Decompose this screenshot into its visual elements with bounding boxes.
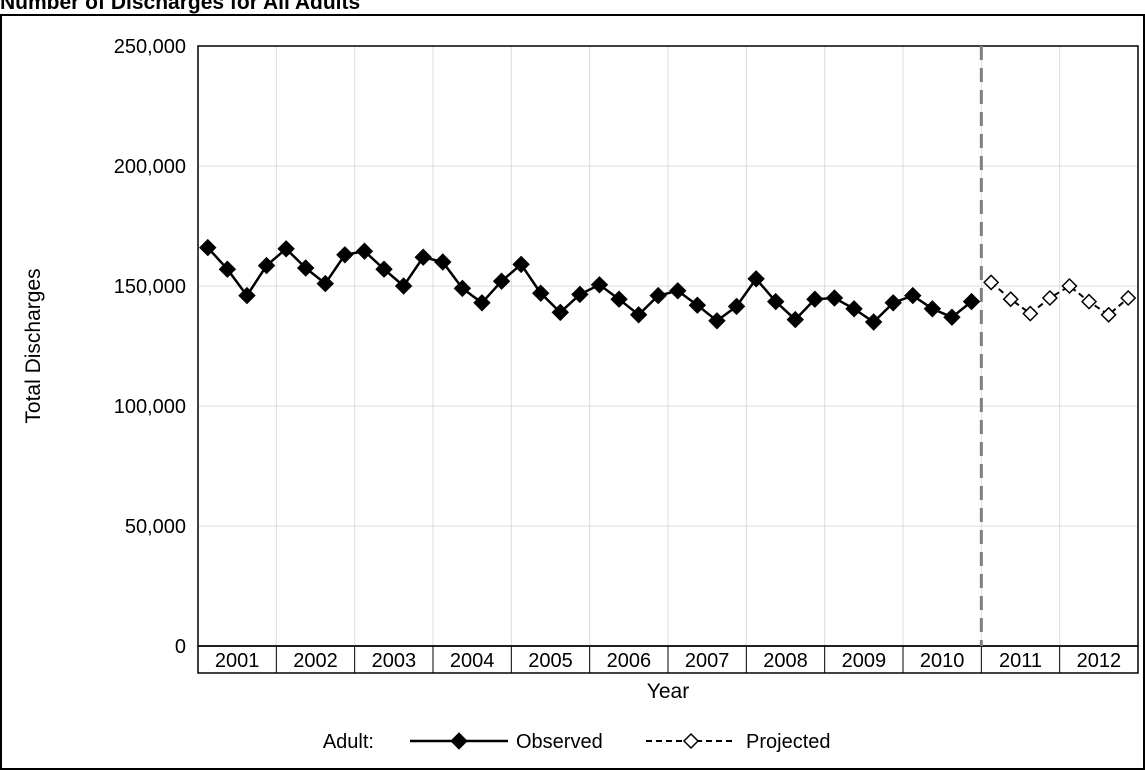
data-point-projected (1061, 277, 1078, 295)
y-tick-label: 0 (175, 636, 186, 658)
data-point-observed (884, 294, 902, 312)
data-point-observed (923, 300, 942, 318)
x-tick-label: 2011 (999, 650, 1042, 672)
x-tick-label: 2008 (763, 650, 808, 672)
legend-label-projected: Projected (746, 731, 831, 753)
data-point-observed (453, 279, 472, 298)
data-point-observed (473, 294, 491, 312)
data-point-projected (1080, 293, 1098, 310)
y-tick-label: 250,000 (114, 36, 186, 58)
data-point-observed (375, 260, 393, 278)
x-tick-label: 2001 (215, 650, 260, 672)
x-tick-label: 2002 (293, 650, 338, 672)
data-point-observed (845, 300, 863, 318)
data-point-observed (629, 306, 648, 324)
data-point-observed (904, 286, 922, 305)
data-point-observed (669, 282, 687, 300)
data-point-observed (962, 292, 981, 311)
data-point-observed (610, 290, 628, 308)
x-tick-label: 2012 (1077, 650, 1122, 672)
y-tick-label: 150,000 (114, 276, 186, 298)
data-point-observed (727, 297, 746, 316)
data-point-observed (277, 240, 295, 258)
data-point-observed (708, 312, 726, 330)
data-point-observed (218, 260, 237, 278)
data-point-observed (336, 246, 354, 264)
data-point-observed (551, 303, 569, 322)
data-point-projected (1100, 306, 1117, 323)
data-point-observed (355, 242, 374, 260)
data-point-observed (199, 238, 217, 257)
x-tick-label: 2004 (450, 650, 495, 672)
data-point-observed (394, 277, 413, 295)
data-point-observed (571, 285, 589, 304)
series-line-observed (206, 246, 973, 324)
x-tick-label: 2003 (372, 650, 417, 672)
x-tick-label: 2010 (920, 650, 965, 672)
plot-area (197, 45, 1139, 647)
x-tick-label: 2005 (528, 650, 573, 672)
data-point-observed (434, 253, 452, 271)
data-point-observed (316, 274, 334, 293)
data-point-observed (297, 259, 315, 277)
x-axis-label: Year (647, 680, 689, 703)
y-tick-label: 50,000 (125, 516, 186, 538)
x-tick-label: 2009 (842, 650, 887, 672)
data-point-observed (532, 284, 550, 302)
data-point-observed (747, 270, 765, 288)
y-tick-label: 200,000 (114, 156, 186, 178)
data-point-observed (492, 272, 511, 290)
data-point-observed (825, 289, 844, 307)
data-point-observed (767, 292, 785, 311)
data-point-observed (512, 255, 530, 274)
x-tick-label: 2007 (685, 650, 730, 672)
data-point-projected (1022, 305, 1039, 322)
legend-marker-projected (682, 732, 700, 750)
x-tick-label: 2006 (607, 650, 652, 672)
data-point-observed (649, 286, 667, 305)
data-point-observed (806, 290, 824, 308)
chart: 0 50,000 100,000 150,000 200,000 250,000 2001 2… (22, 36, 1139, 753)
data-point-observed (414, 248, 432, 266)
data-point-projected (1002, 291, 1019, 308)
data-point-observed (943, 308, 961, 326)
data-point-observed (864, 313, 883, 331)
data-point-observed (786, 310, 804, 329)
data-point-observed (238, 286, 256, 305)
legend-title: Adult: (323, 731, 374, 753)
data-point-projected (983, 274, 1000, 291)
chart-title: Number of Discharges for All Adults (0, 0, 361, 14)
legend-label-observed: Observed (516, 731, 603, 753)
chart-frame: 0 50,000 100,000 150,000 200,000 250,000 2001 2… (0, 14, 1145, 770)
data-point-projected (1120, 289, 1137, 307)
y-axis-label: Total Discharges (22, 268, 45, 423)
data-point-projected (1041, 289, 1058, 307)
data-point-observed (688, 296, 707, 314)
y-tick-label: 100,000 (114, 396, 186, 418)
data-point-observed (590, 276, 609, 294)
data-point-observed (257, 256, 276, 275)
legend-marker-observed (450, 732, 468, 750)
